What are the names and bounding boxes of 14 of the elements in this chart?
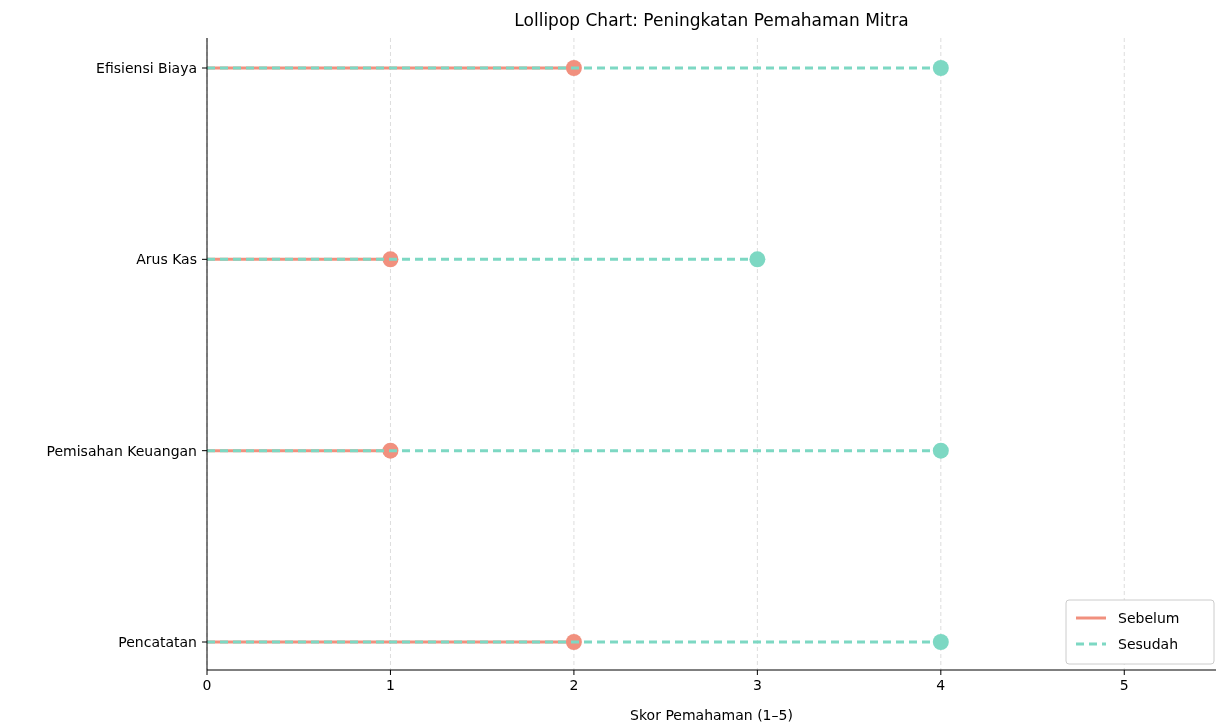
x-tick-label: 2 — [569, 677, 579, 693]
x-axis-title: Skor Pemahaman (1–5) — [630, 707, 793, 723]
y-tick-label: Arus Kas — [136, 251, 197, 268]
x-tick-label: 3 — [752, 677, 762, 693]
y-tick-label: Pencatatan — [118, 634, 197, 650]
x-tick-label: 4 — [936, 677, 946, 693]
legend-label: Sebelum — [1118, 610, 1180, 626]
x-tick-label: 5 — [1119, 677, 1129, 693]
x-tick-label: 0 — [202, 677, 212, 693]
y-tick-label: Efisiensi Biaya — [96, 60, 197, 76]
x-tick-label: 1 — [385, 677, 395, 693]
chart-title: Lollipop Chart: Peningkatan Pemahaman Mitra — [514, 10, 909, 30]
y-tick-label: Pemisahan Keuangan — [46, 442, 197, 459]
legend-label: Sesudah — [1118, 636, 1179, 652]
